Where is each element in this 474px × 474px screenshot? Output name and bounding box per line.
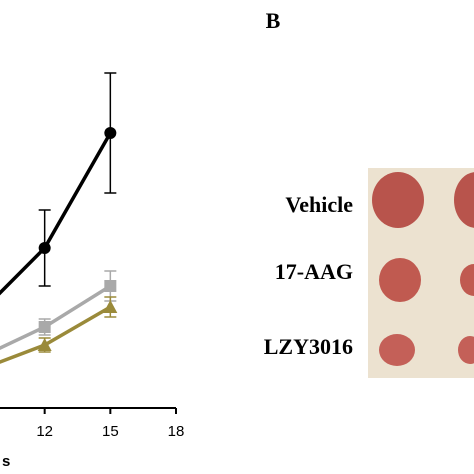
panel-label: B <box>266 8 281 33</box>
marker <box>104 127 117 139</box>
x-tick-label: 15 <box>102 423 119 440</box>
series-line <box>0 132 112 296</box>
x-tick-label: 18 <box>168 423 185 440</box>
marker <box>104 280 117 292</box>
marker <box>38 242 51 254</box>
x-tick-label: 12 <box>36 423 53 440</box>
row-labels: Vehicle 17-AAG LZY3016 <box>264 192 353 359</box>
marker <box>38 321 51 333</box>
row-label: LZY3016 <box>264 334 353 359</box>
marker <box>103 300 118 313</box>
row-label: Vehicle <box>285 192 353 217</box>
marker <box>37 338 52 351</box>
row-label: 17-AAG <box>275 259 353 284</box>
series-line <box>0 284 112 351</box>
plot <box>0 72 177 414</box>
x-axis-label: s <box>2 453 10 470</box>
tumors <box>372 172 474 366</box>
